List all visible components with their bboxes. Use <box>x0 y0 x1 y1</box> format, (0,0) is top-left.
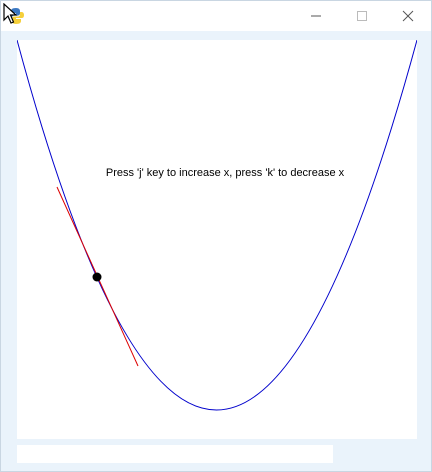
minimize-icon <box>311 15 321 17</box>
instructions-text: Press 'j' key to increase x, press 'k' t… <box>105 167 345 179</box>
close-button[interactable] <box>385 1 431 31</box>
title-bar[interactable] <box>1 1 431 31</box>
parabola-curve <box>17 40 417 411</box>
maximize-icon <box>357 11 367 21</box>
minimize-button[interactable] <box>293 1 339 31</box>
current-point <box>92 272 102 282</box>
plot-canvas[interactable]: Press 'j' key to increase x, press 'k' t… <box>17 40 417 439</box>
bottom-entry-field[interactable] <box>17 445 333 463</box>
close-icon <box>402 10 414 22</box>
cursor-arrow-icon <box>3 2 19 25</box>
maximize-button[interactable] <box>339 1 385 31</box>
